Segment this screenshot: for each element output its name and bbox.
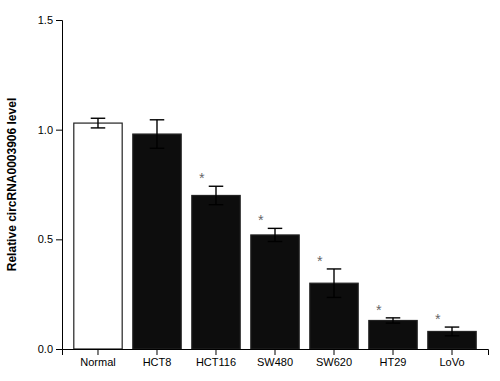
error-bar-stem xyxy=(451,327,452,336)
y-axis-title: Relative circRNA0003906 level xyxy=(5,98,19,271)
x-tick: Normal xyxy=(80,349,115,368)
bar xyxy=(192,195,240,349)
error-bar-cap xyxy=(150,148,165,149)
error-bar xyxy=(445,327,460,336)
y-tick: 1.5 xyxy=(38,14,62,26)
significance-star: * xyxy=(258,212,264,228)
error-bar-cap xyxy=(150,119,165,120)
error-bar-stem xyxy=(274,228,275,241)
error-bar-cap xyxy=(268,228,283,229)
y-tick-mark xyxy=(56,239,62,240)
error-bar xyxy=(209,186,224,204)
x-tick-label: HT29 xyxy=(380,356,407,368)
x-tick-label: SW480 xyxy=(257,356,293,368)
y-axis-line xyxy=(56,21,63,350)
error-bar-cap xyxy=(327,297,342,298)
error-bar-cap xyxy=(445,335,460,336)
x-tick: LoVo xyxy=(439,349,464,368)
y-tick-mark xyxy=(56,130,62,131)
y-axis: 0.0 0.5 1.0 1.5 xyxy=(38,14,63,355)
error-bar-stem xyxy=(215,186,216,204)
x-tick: HCT8 xyxy=(143,349,172,368)
significance-star: * xyxy=(376,302,382,318)
bar xyxy=(251,235,299,349)
x-tick: SW620 xyxy=(316,349,352,368)
x-tick: SW480 xyxy=(257,349,293,368)
significance-star: * xyxy=(435,311,441,327)
error-bar-cap xyxy=(445,326,460,327)
error-bar-cap xyxy=(91,118,106,119)
x-tick: HT29 xyxy=(380,349,407,368)
y-tick: 0.0 xyxy=(38,343,62,355)
annotations: * * * * * xyxy=(199,170,441,327)
y-tick: 1.0 xyxy=(38,124,62,136)
y-tick-label: 1.5 xyxy=(38,14,53,26)
y-tick-label: 0.5 xyxy=(38,233,53,245)
error-bar-cap xyxy=(327,268,342,269)
error-bar-cap xyxy=(386,322,401,323)
x-tick-label: HCT8 xyxy=(143,356,172,368)
y-tick-mark xyxy=(56,20,62,21)
x-tick-mark xyxy=(275,349,276,355)
x-tick-mark xyxy=(215,349,216,355)
error-bar-cap xyxy=(209,204,224,205)
y-tick-mark xyxy=(56,349,62,350)
error-bar-cap xyxy=(268,241,283,242)
error-bar-stem xyxy=(392,318,393,323)
chart: * * * * * Normal HCT8 HCT116 SW480 SW620 HT29 LoVo 0… xyxy=(0,0,500,381)
plot: * * * * * Normal HCT8 HCT116 SW480 SW620 HT29 LoVo 0… xyxy=(38,14,489,368)
x-tick-mark xyxy=(334,349,335,355)
y-tick: 0.5 xyxy=(38,233,62,245)
x-tick-label: HCT116 xyxy=(196,356,236,368)
x-axis-line xyxy=(63,350,489,356)
significance-star: * xyxy=(317,253,323,269)
error-bar xyxy=(91,118,106,128)
error-bar-stem xyxy=(333,269,334,298)
error-bar xyxy=(327,269,342,298)
x-tick-label: LoVo xyxy=(439,356,464,368)
x-tick-mark xyxy=(156,349,157,355)
x-tick-mark xyxy=(452,349,453,355)
error-bar-stem xyxy=(97,118,98,128)
error-bar xyxy=(150,120,165,149)
error-bar-cap xyxy=(386,317,401,318)
bar xyxy=(74,123,122,349)
x-axis: Normal HCT8 HCT116 SW480 SW620 HT29 LoVo xyxy=(63,349,489,368)
x-tick-label: SW620 xyxy=(316,356,352,368)
marks xyxy=(74,118,476,349)
error-bar xyxy=(268,228,283,241)
error-bar-cap xyxy=(91,127,106,128)
x-tick-mark xyxy=(97,349,98,355)
y-tick-label: 0.0 xyxy=(38,343,53,355)
error-bar-cap xyxy=(209,186,224,187)
bar xyxy=(133,134,181,349)
bar xyxy=(369,320,417,349)
y-tick-label: 1.0 xyxy=(38,124,53,136)
error-bar xyxy=(386,318,401,323)
significance-star: * xyxy=(199,170,205,186)
x-tick-mark xyxy=(393,349,394,355)
x-tick-label: Normal xyxy=(80,356,115,368)
error-bar-stem xyxy=(156,120,157,149)
x-tick: HCT116 xyxy=(196,349,236,368)
